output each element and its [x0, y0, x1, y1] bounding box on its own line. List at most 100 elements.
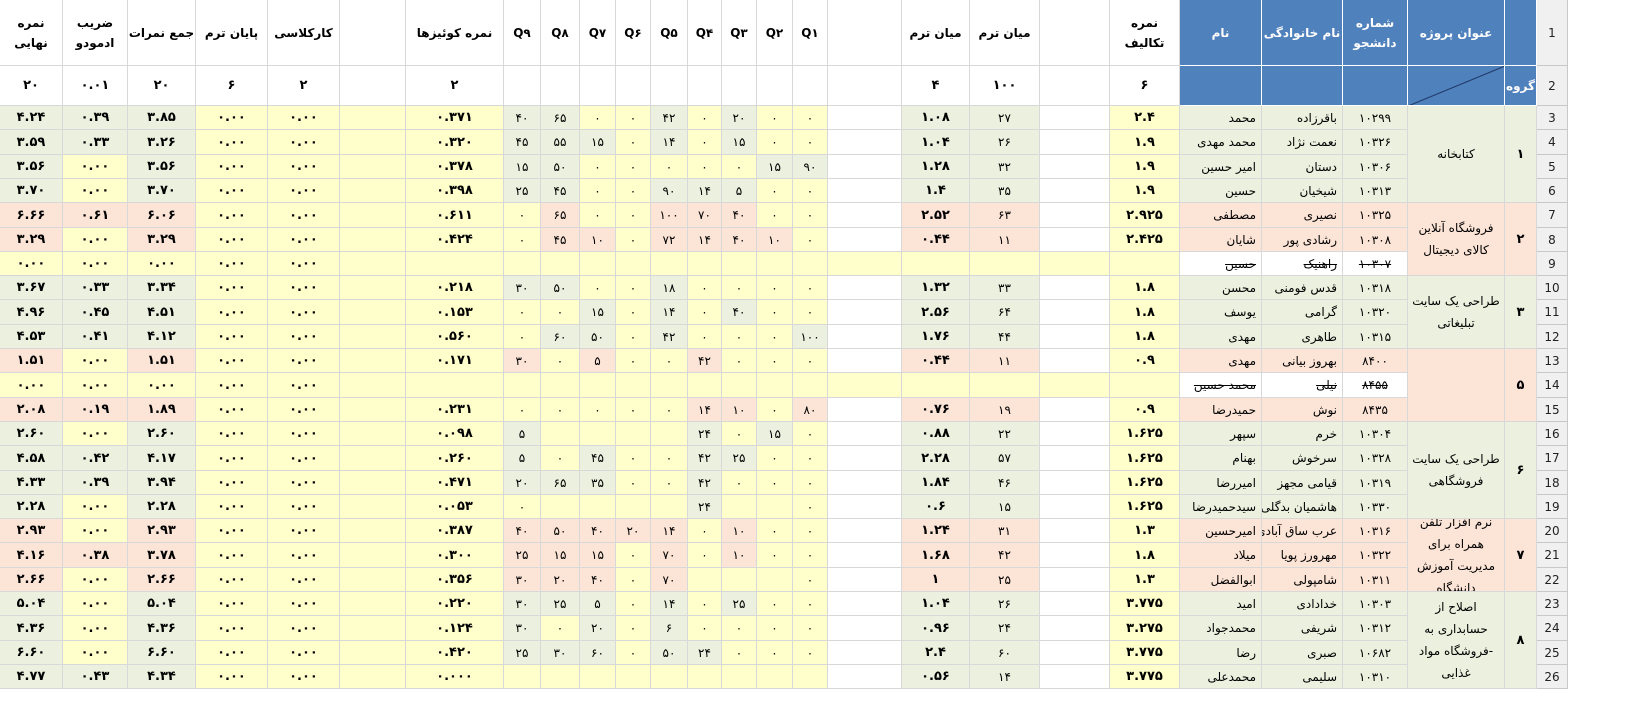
cell-final-exam[interactable]: ۰.۰۰ [196, 592, 268, 616]
cell-q8[interactable] [541, 422, 580, 446]
project-title[interactable]: فروشگاه آنلاین کالای دیجیتال [1408, 203, 1505, 276]
cell-q8[interactable]: ۳۰ [541, 641, 580, 665]
weight-quiz[interactable]: ۲ [406, 66, 504, 106]
cell-q6[interactable]: ۰ [616, 179, 651, 203]
cell-mid1[interactable]: ۲.۵۶ [902, 300, 970, 325]
cell-name[interactable]: ابوالفضل [1180, 568, 1262, 592]
cell-sum[interactable]: ۳.۵۶ [128, 155, 196, 179]
cell-mid1[interactable]: ۱.۲۸ [902, 155, 970, 179]
project-title[interactable]: طراحی یک سایت فروشگاهی [1408, 422, 1505, 519]
cell-q3[interactable]: ۱۰ [722, 543, 757, 568]
cell-q5[interactable] [651, 373, 688, 398]
cell-final[interactable]: ۰.۰۰ [0, 252, 63, 276]
cell-q4[interactable]: ۷۰ [688, 203, 722, 228]
cell-quiz[interactable]: ۰.۴۷۱ [406, 471, 504, 495]
cell-hw[interactable]: ۱.۸ [1110, 543, 1180, 568]
cell-sum[interactable]: ۲.۹۳ [128, 519, 196, 543]
cell-mid2[interactable]: ۱۱ [970, 228, 1040, 252]
cell-q8[interactable] [541, 252, 580, 276]
cell-q9[interactable]: ۱۵ [504, 155, 541, 179]
cell-blank[interactable] [1040, 106, 1110, 130]
cell-final-exam[interactable]: ۰.۰۰ [196, 155, 268, 179]
cell-mid2[interactable]: ۲۶ [970, 592, 1040, 616]
header-coef[interactable]: ضریب ادمودو [63, 0, 128, 66]
cell-student-no[interactable]: ۱۰۳۱۶ [1343, 519, 1408, 543]
cell-q3[interactable]: ۵ [722, 179, 757, 203]
cell-q7[interactable]: ۳۵ [580, 471, 616, 495]
cell-q6[interactable]: ۰ [616, 349, 651, 373]
cell-student-no[interactable]: ۱۰۳۰۴ [1343, 422, 1408, 446]
cell-mid1[interactable]: ۲.۴ [902, 641, 970, 665]
cell-family[interactable]: گرامی [1262, 300, 1343, 325]
cell-hw[interactable] [1110, 373, 1180, 398]
cell-sum[interactable]: ۰.۰۰ [128, 373, 196, 398]
cell-final-exam[interactable]: ۰.۰۰ [196, 349, 268, 373]
cell-family[interactable]: قدس فومنی [1262, 276, 1343, 300]
cell-mid2[interactable]: ۴۴ [970, 325, 1040, 349]
cell-blank[interactable] [828, 422, 902, 446]
cell-class-work[interactable]: ۰.۰۰ [268, 398, 340, 422]
weight-cw[interactable]: ۲ [268, 66, 340, 106]
cell-coef[interactable]: ۰.۰۰ [63, 349, 128, 373]
cell-q5[interactable]: ۷۲ [651, 228, 688, 252]
cell-blank[interactable] [828, 325, 902, 349]
cell-quiz[interactable]: ۰.۳۵۶ [406, 568, 504, 592]
cell-blank[interactable] [1040, 179, 1110, 203]
cell-q8[interactable]: ۰ [541, 446, 580, 471]
cell-hw[interactable] [1110, 252, 1180, 276]
cell-q3[interactable]: ۰ [722, 325, 757, 349]
cell-mid2[interactable]: ۲۵ [970, 568, 1040, 592]
cell-q3[interactable] [722, 568, 757, 592]
cell-name[interactable]: سیدحمیدرضا [1180, 495, 1262, 519]
cell-blank[interactable] [1040, 373, 1110, 398]
cell-final-exam[interactable]: ۰.۰۰ [196, 446, 268, 471]
cell-blank[interactable] [1040, 398, 1110, 422]
cell-q7[interactable]: ۵ [580, 349, 616, 373]
cell-mid2[interactable]: ۶۴ [970, 300, 1040, 325]
cell-blank[interactable] [340, 471, 406, 495]
cell-q2[interactable]: ۰ [757, 446, 793, 471]
cell-hw[interactable]: ۱.۶۲۵ [1110, 446, 1180, 471]
cell-blank[interactable] [1040, 592, 1110, 616]
cell-family[interactable]: نصیری [1262, 203, 1343, 228]
cell-q3[interactable]: ۲۰ [722, 106, 757, 130]
cell-final[interactable]: ۴.۵۳ [0, 325, 63, 349]
cell-coef[interactable]: ۰.۳۹ [63, 106, 128, 130]
cell-q8[interactable]: ۶۵ [541, 203, 580, 228]
weight-name[interactable] [1180, 66, 1262, 106]
cell-mid1[interactable]: ۱.۴ [902, 179, 970, 203]
cell-blank[interactable] [1040, 543, 1110, 568]
cell-q7[interactable]: ۰ [580, 106, 616, 130]
cell-final-exam[interactable]: ۰.۰۰ [196, 373, 268, 398]
cell-name[interactable]: محمدعلی [1180, 665, 1262, 689]
cell-q7[interactable]: ۲۰ [580, 616, 616, 641]
cell-quiz[interactable]: ۰.۰۹۸ [406, 422, 504, 446]
cell-mid1[interactable]: ۱.۰۴ [902, 130, 970, 155]
cell-q2[interactable]: ۰ [757, 203, 793, 228]
cell-mid2[interactable]: ۱۵ [970, 495, 1040, 519]
weight-blank3[interactable] [1040, 66, 1110, 106]
cell-q6[interactable]: ۰ [616, 568, 651, 592]
cell-mid1[interactable]: ۱.۷۶ [902, 325, 970, 349]
cell-blank[interactable] [1040, 446, 1110, 471]
cell-mid2[interactable]: ۲۴ [970, 616, 1040, 641]
cell-coef[interactable]: ۰.۰۰ [63, 592, 128, 616]
cell-q2[interactable]: ۰ [757, 543, 793, 568]
cell-mid1[interactable]: ۰.۴۴ [902, 228, 970, 252]
cell-final-exam[interactable]: ۰.۰۰ [196, 325, 268, 349]
cell-quiz[interactable]: ۰.۴۲۰ [406, 641, 504, 665]
cell-name[interactable]: امیرحسین [1180, 519, 1262, 543]
cell-class-work[interactable]: ۰.۰۰ [268, 300, 340, 325]
cell-blank[interactable] [1040, 228, 1110, 252]
cell-family[interactable]: رشادی پور [1262, 228, 1343, 252]
cell-hw[interactable]: ۱.۸ [1110, 300, 1180, 325]
cell-q8[interactable] [541, 495, 580, 519]
cell-q9[interactable]: ۳۰ [504, 568, 541, 592]
cell-family[interactable]: نوش [1262, 398, 1343, 422]
cell-student-no[interactable]: ۱۰۳۲۵ [1343, 203, 1408, 228]
cell-q4[interactable]: ۰ [688, 616, 722, 641]
cell-blank[interactable] [828, 446, 902, 471]
cell-quiz[interactable]: ۰.۲۲۰ [406, 592, 504, 616]
cell-sum[interactable]: ۴.۳۶ [128, 616, 196, 641]
cell-name[interactable]: امیررضا [1180, 471, 1262, 495]
